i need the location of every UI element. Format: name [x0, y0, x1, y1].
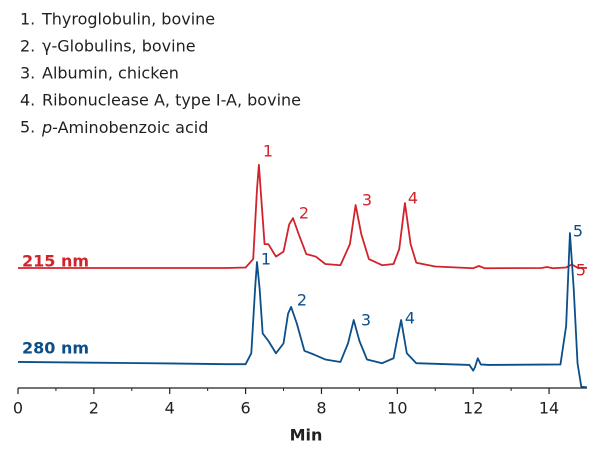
peak-label: 2 [299, 204, 309, 223]
legend-text: Albumin, chicken [42, 64, 179, 83]
legend-number: 1. [20, 10, 35, 29]
peak-label: 4 [408, 189, 418, 208]
x-tick-label: 2 [89, 399, 99, 418]
series-label: 280 nm [22, 339, 89, 358]
peak-label: 1 [261, 250, 271, 269]
x-tick-label: 14 [539, 399, 559, 418]
legend-text: Thyroglobulin, bovine [41, 10, 215, 29]
peak-label: 1 [263, 142, 273, 161]
series-label: 215 nm [22, 252, 89, 271]
x-tick-label: 12 [463, 399, 483, 418]
x-tick-label: 0 [13, 399, 23, 418]
legend-text: p-Aminobenzoic acid [41, 118, 208, 137]
legend-text: γ-Globulins, bovine [42, 37, 196, 56]
legend-number: 3. [20, 64, 35, 83]
x-tick-label: 10 [387, 399, 407, 418]
peak-label: 5 [576, 261, 586, 280]
x-tick-label: 8 [316, 399, 326, 418]
x-axis-title: Min [290, 426, 323, 445]
series-line [17, 232, 588, 389]
legend-number: 2. [20, 37, 35, 56]
legend-text-part: -Aminobenzoic acid [52, 118, 208, 137]
x-tick-label: 4 [165, 399, 175, 418]
peak-label: 3 [362, 191, 372, 210]
peak-label: 5 [573, 222, 583, 241]
x-tick-label: 6 [241, 399, 251, 418]
legend-number: 5. [20, 118, 35, 137]
legend-text: Ribonuclease A, type I-A, bovine [42, 91, 301, 110]
legend-number: 4. [20, 91, 35, 110]
peak-label: 3 [361, 311, 371, 330]
series-line [18, 163, 588, 270]
legend-italic: p [41, 118, 52, 137]
peak-label: 2 [297, 291, 307, 310]
peak-label: 4 [405, 309, 415, 328]
